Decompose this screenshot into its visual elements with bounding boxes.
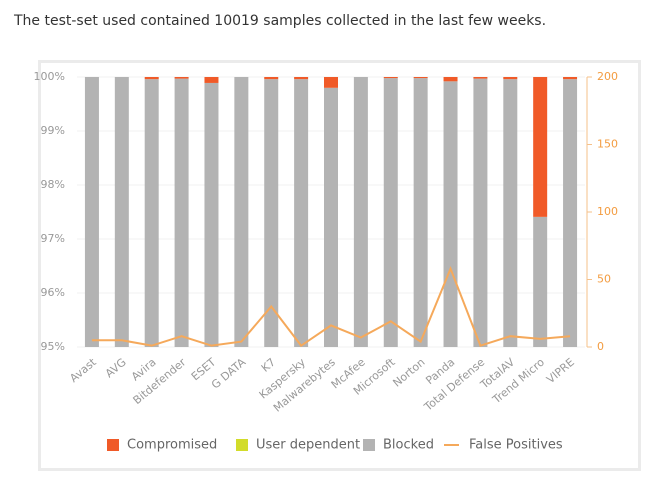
legend-label: Compromised xyxy=(127,438,217,453)
caption: The test-set used contained 10019 sample… xyxy=(13,13,546,29)
bar-segment xyxy=(264,77,279,80)
y2-tick-label: 150 xyxy=(597,138,618,151)
bar-segment xyxy=(234,77,249,347)
y2-tick-label: 0 xyxy=(597,340,604,353)
bar-segment xyxy=(264,79,279,347)
bar-segment xyxy=(533,77,548,217)
bar-segment xyxy=(174,77,189,79)
bar-segment xyxy=(324,77,338,88)
bar-segment xyxy=(503,77,518,80)
bar-segment xyxy=(144,79,159,347)
bar-segment xyxy=(144,77,159,80)
bar-segment xyxy=(503,79,518,347)
bar-segment xyxy=(383,78,398,347)
y-tick-label: 98% xyxy=(41,178,65,191)
y-tick-label: 99% xyxy=(41,124,65,137)
bar-segment xyxy=(443,81,458,347)
bar-segment xyxy=(473,78,488,348)
bar-segment xyxy=(174,78,189,348)
y2-tick-label: 100 xyxy=(597,205,618,218)
bar-segment xyxy=(473,77,488,79)
bar-segment xyxy=(324,87,338,348)
y-tick-label: 95% xyxy=(41,340,65,353)
bar-segment xyxy=(204,77,219,83)
legend-swatch xyxy=(107,439,119,451)
bar-segment xyxy=(563,79,578,347)
chart-panel xyxy=(38,60,641,471)
bar-segment xyxy=(413,78,428,347)
y-tick-label: 96% xyxy=(41,286,65,299)
y2-tick-label: 50 xyxy=(597,273,611,286)
legend-label: Blocked xyxy=(383,438,434,453)
bar-segment xyxy=(413,77,428,79)
y2-tick-label: 200 xyxy=(597,70,618,83)
y-tick-label: 97% xyxy=(41,232,65,245)
bar-segment xyxy=(114,77,129,347)
bar-segment xyxy=(84,77,99,347)
line-series xyxy=(91,266,571,348)
legend-label: User dependent xyxy=(256,438,360,453)
y-tick-label: 100% xyxy=(34,70,65,83)
bar-segment xyxy=(204,82,219,347)
bar-segment xyxy=(353,77,368,347)
bar-segment xyxy=(383,77,398,79)
legend-swatch xyxy=(236,439,248,451)
bar-segment xyxy=(563,77,578,80)
bar-segment xyxy=(443,77,458,82)
legend-swatch xyxy=(363,439,375,451)
bar-segment xyxy=(533,216,548,347)
bar-segment xyxy=(294,77,309,80)
bar-segment xyxy=(294,79,309,347)
legend-label: False Positives xyxy=(469,438,563,453)
